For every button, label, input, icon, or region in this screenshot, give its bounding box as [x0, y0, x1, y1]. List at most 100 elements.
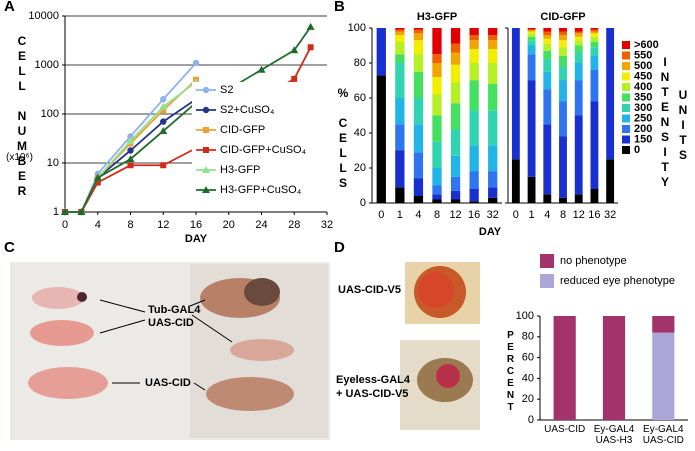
x-tick-label: 4	[415, 209, 421, 221]
legend-label: 250	[634, 112, 652, 124]
x-tick-label: 16	[190, 219, 202, 231]
y-tick-label: 20	[522, 393, 534, 405]
bar-segment	[590, 28, 599, 30]
legend-swatch	[622, 104, 630, 112]
legend-label: 150	[634, 133, 652, 145]
bar-segment	[559, 56, 567, 67]
bar-segment	[376, 75, 386, 203]
bar-segment	[590, 36, 599, 42]
bar-segment	[527, 31, 536, 34]
x-tick-label: 12	[573, 209, 585, 221]
bar-segment	[574, 194, 583, 203]
legend-swatch	[622, 51, 630, 60]
legend-swatch	[622, 125, 630, 133]
bar-segment	[488, 187, 498, 198]
bar-segment	[450, 199, 461, 203]
bar-segment	[450, 190, 461, 200]
bar-segment	[469, 145, 479, 172]
legend-label: CID-GFP	[220, 124, 265, 136]
legend-label: 350	[634, 91, 652, 103]
bar-segment	[574, 63, 583, 81]
bar-segment	[395, 54, 405, 63]
point	[290, 46, 299, 54]
x-tick-label: 4	[95, 219, 101, 231]
legend-swatch	[622, 83, 630, 91]
legend-swatch	[622, 93, 630, 102]
larvae-photo	[10, 262, 330, 440]
point	[291, 75, 298, 82]
bar-segment	[543, 194, 552, 203]
bar-segment	[559, 80, 567, 102]
bar-segment	[559, 136, 567, 198]
bar-segment	[590, 56, 599, 70]
bar-segment	[606, 28, 615, 160]
bar-segment	[395, 42, 405, 55]
bar-segment	[602, 316, 626, 420]
x-tick-label: 12	[449, 209, 461, 221]
bar-segment	[543, 59, 552, 72]
bar-segment	[652, 316, 675, 333]
bar-segment	[432, 115, 442, 142]
bar-segment	[413, 196, 424, 203]
chart-title: H3-GFP	[417, 11, 457, 23]
legend-label: 300	[634, 102, 652, 114]
y-tick-label: 100	[348, 22, 366, 34]
bar-segment	[527, 54, 536, 81]
bar-segment	[450, 176, 461, 191]
bar-segment	[413, 71, 424, 98]
legend-label: H3-GFP+CuSO₄	[220, 184, 302, 196]
bar-segment	[395, 28, 405, 30]
bar-segment	[590, 47, 599, 56]
legend-label: >600	[634, 39, 659, 51]
legend-swatch	[622, 146, 630, 154]
bar-segment	[543, 124, 552, 195]
bar-segment	[488, 145, 498, 172]
x-tick-label: 16	[588, 209, 600, 221]
bar-segment	[432, 199, 442, 203]
x-tick-label: 28	[288, 219, 300, 231]
bar-segment	[574, 40, 583, 46]
x-tick-label: 1	[529, 209, 535, 221]
bar-segment	[450, 52, 461, 65]
bar-segment	[527, 80, 536, 177]
bar-segment	[559, 66, 567, 81]
bar-segment	[559, 28, 567, 32]
legend-swatch	[540, 254, 554, 268]
fly-photos	[400, 262, 480, 430]
bar-segment	[469, 40, 479, 49]
point	[127, 162, 134, 169]
bar-segment	[432, 141, 442, 168]
y-tick-label: 10	[47, 157, 59, 169]
legend-label: 0	[634, 144, 640, 156]
bar-segment	[527, 29, 536, 32]
bar-segment	[450, 129, 461, 156]
bar-segment	[527, 28, 536, 30]
bar-segment	[432, 54, 442, 63]
bar-segment	[559, 31, 567, 35]
legend-label: 550	[634, 49, 652, 61]
bar-segment	[450, 82, 461, 104]
legend-label: S2	[220, 84, 233, 96]
point	[93, 173, 102, 181]
bar-segment	[606, 159, 615, 203]
x-tick-label: 1	[397, 209, 403, 221]
legend-label: 400	[634, 81, 652, 93]
x-tick-label: 8	[434, 209, 440, 221]
y-tick-label: 40	[522, 372, 534, 384]
legend-label: no phenotype	[560, 255, 627, 267]
x-tick-label: 12	[157, 219, 169, 231]
point	[306, 22, 315, 30]
bar-segment	[527, 36, 536, 41]
point	[127, 147, 134, 154]
bar-segment	[413, 29, 424, 34]
bar-segment	[395, 187, 405, 203]
legend-label: 200	[634, 123, 652, 135]
bar-segment	[488, 110, 498, 146]
legend-label: H3-GFP	[220, 164, 260, 176]
chart-title: CID-GFP	[540, 11, 585, 23]
legend-swatch	[622, 114, 630, 123]
x-tick-label: 0	[378, 209, 384, 221]
bar-segment	[432, 94, 442, 116]
bar-segment	[450, 64, 461, 83]
x-tick-label: 20	[223, 219, 235, 231]
